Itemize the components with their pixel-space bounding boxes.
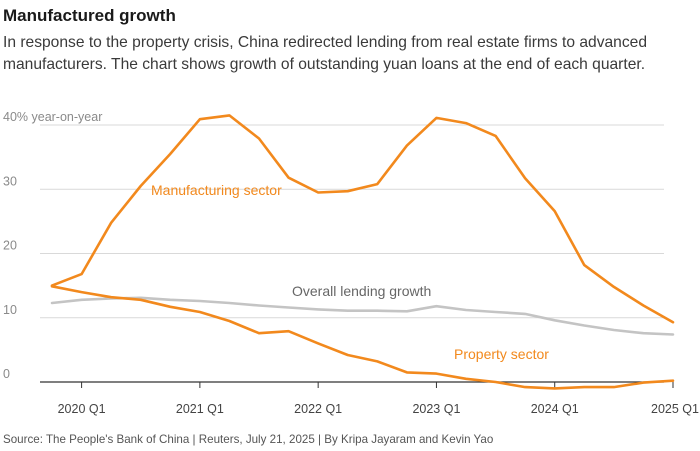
series-label-manufacturing: Manufacturing sector xyxy=(151,182,282,198)
series-line-overall xyxy=(50,296,675,336)
x-tick-label-8: 2022 Q1 xyxy=(294,402,342,416)
series-line-property xyxy=(50,284,675,390)
y-tick-label-0: 0 xyxy=(3,367,10,381)
y-tick-label-10: 10 xyxy=(3,303,17,317)
series-label-property: Property sector xyxy=(454,346,549,362)
y-tick-label-40: 40% year-on-year xyxy=(3,110,102,124)
x-tick-label-0: 2020 Q1 xyxy=(58,402,106,416)
chart-subtitle: In response to the property crisis, Chin… xyxy=(3,34,647,73)
x-tick-label-20: 2025 Q1 xyxy=(651,402,699,416)
source-note: Source: The People's Bank of China | Reu… xyxy=(3,433,494,446)
y-tick-label-30: 30 xyxy=(3,174,17,188)
x-tick-label-4: 2021 Q1 xyxy=(176,402,224,416)
series-line-manufacturing xyxy=(50,114,675,324)
y-tick-label-20: 20 xyxy=(3,239,17,253)
x-tick-label-16: 2024 Q1 xyxy=(531,402,579,416)
chart-title: Manufactured growth xyxy=(3,6,176,25)
x-tick-label-12: 2023 Q1 xyxy=(412,402,460,416)
series-label-overall: Overall lending growth xyxy=(292,283,431,299)
